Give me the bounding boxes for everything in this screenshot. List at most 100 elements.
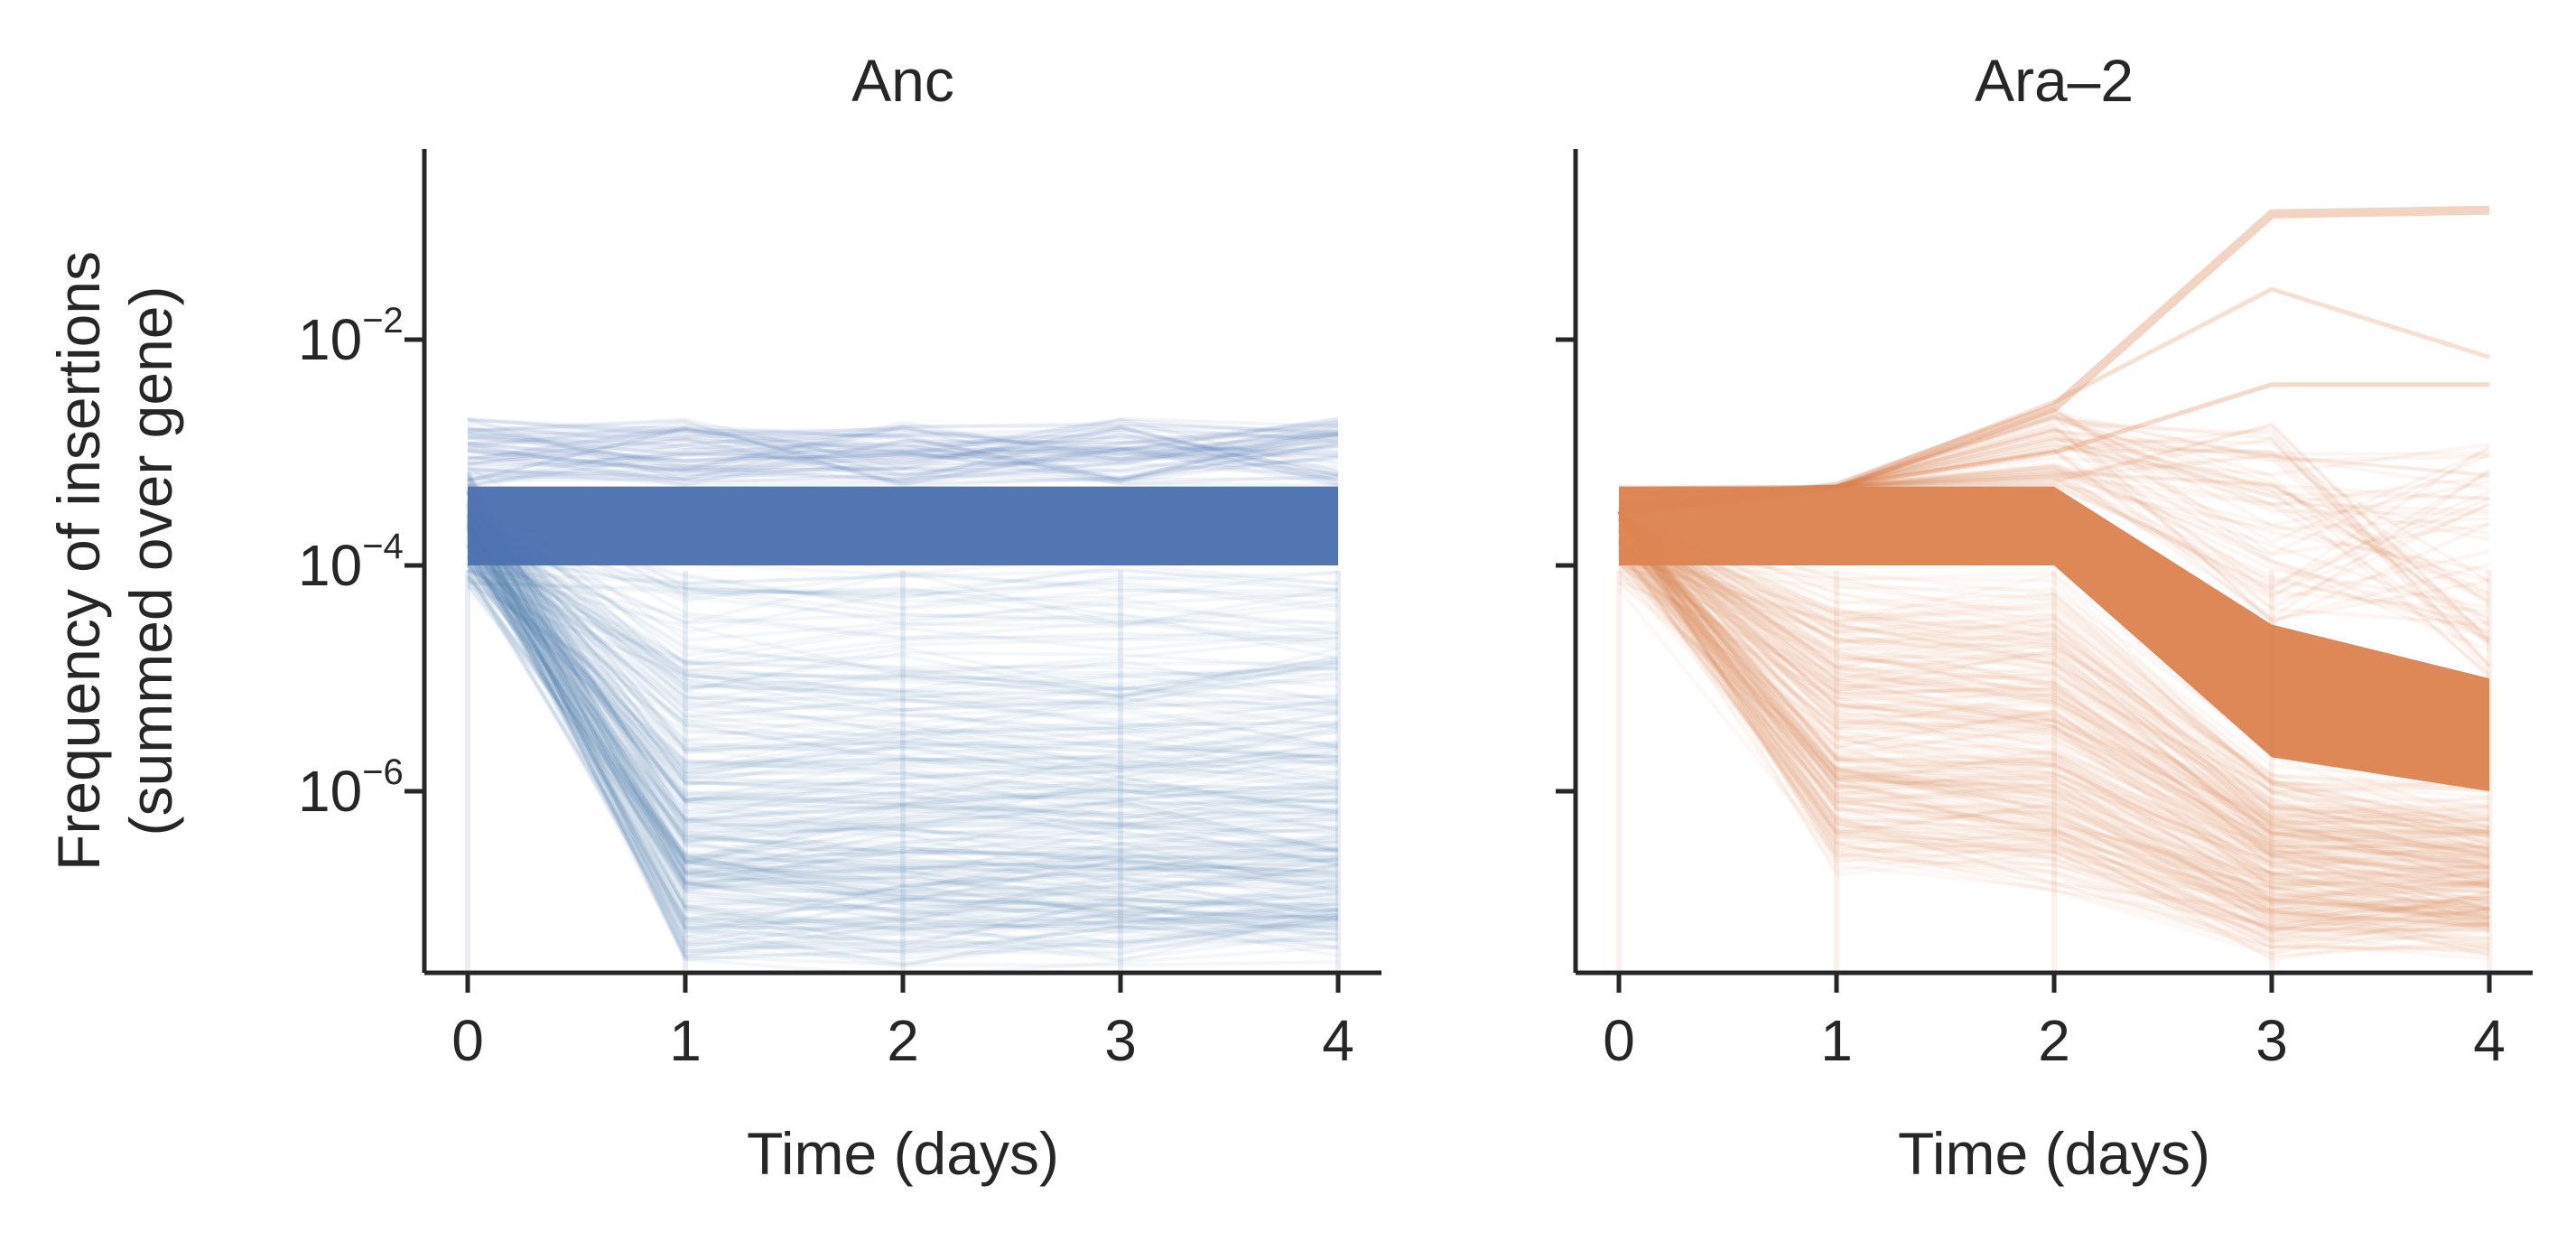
trajectory-line xyxy=(466,545,1339,767)
trajectory-line xyxy=(466,528,1339,914)
trajectory-line xyxy=(1617,548,2490,921)
trajectory-line xyxy=(1617,510,2490,928)
trajectory-line xyxy=(1617,553,2490,941)
trajectory-line xyxy=(1617,518,2490,904)
trajectory-line xyxy=(467,527,1339,647)
trajectory-line xyxy=(1617,509,2490,847)
trajectory-line xyxy=(467,419,1339,482)
trajectory-line xyxy=(466,509,1339,697)
trajectory-line xyxy=(1617,510,2490,894)
trajectory-line xyxy=(466,474,1339,954)
trajectory-line xyxy=(1617,510,2490,926)
trajectory-line xyxy=(1617,510,2490,874)
trajectory-line xyxy=(1617,510,2490,933)
trajectory-line xyxy=(466,501,1339,660)
trajectory-line xyxy=(466,513,1339,893)
trajectory-line xyxy=(466,546,1339,935)
trajectory-line xyxy=(466,509,1339,770)
trajectory-line xyxy=(466,478,1339,957)
trajectory-line xyxy=(1618,545,2490,850)
trajectory-line xyxy=(466,492,1339,807)
trajectory-line xyxy=(1617,510,2490,924)
trajectory-line xyxy=(1617,509,2490,826)
trajectory-line xyxy=(1617,510,2490,901)
trajectory-line xyxy=(1617,509,2490,875)
trajectory-line xyxy=(466,542,1339,673)
trajectory-line xyxy=(1617,509,2490,851)
trajectory-lines xyxy=(1616,205,2492,973)
trajectory-line xyxy=(1617,509,2490,847)
trajectory-line xyxy=(1617,534,2490,924)
trajectory-line xyxy=(466,518,1339,961)
trajectory-line xyxy=(1617,524,2490,945)
trajectory-line xyxy=(1617,510,2490,886)
trajectory-line xyxy=(1617,530,2490,928)
trajectory-line xyxy=(1617,542,2490,923)
trajectory-line xyxy=(467,422,1339,471)
trajectory-line xyxy=(1617,510,2490,917)
trajectory-line xyxy=(1617,511,2490,830)
trajectory-line xyxy=(466,521,1339,694)
trajectory-line xyxy=(466,548,1339,796)
dense-trajectory-band xyxy=(468,486,1338,565)
trajectory-line xyxy=(466,578,1339,772)
trajectory-line xyxy=(1617,518,2490,946)
trajectory-line xyxy=(1617,530,2490,886)
trajectory-line xyxy=(467,443,1339,488)
trajectory-line xyxy=(467,548,1339,629)
trajectory-line xyxy=(1618,543,2490,827)
trajectory-line xyxy=(466,517,1339,910)
trajectory-line xyxy=(467,423,1339,473)
trajectory-line xyxy=(1618,554,2490,796)
trajectory-line xyxy=(466,518,1339,832)
trajectory-line xyxy=(1617,587,2490,942)
trajectory-line xyxy=(1618,511,2490,818)
trajectory-line xyxy=(467,562,1339,650)
trajectory-line xyxy=(467,434,1339,474)
trajectory-line xyxy=(466,539,1339,887)
trajectory-line xyxy=(1617,510,2490,922)
trajectory-line xyxy=(1618,522,2490,788)
trajectory-line xyxy=(1617,515,2490,894)
trajectory-line xyxy=(1617,518,2490,895)
trajectory-line xyxy=(467,420,1339,474)
trajectory-line xyxy=(1617,510,2490,932)
trajectory-line xyxy=(466,531,1339,749)
x-tick-label: 0 xyxy=(451,1008,484,1073)
trajectory-line xyxy=(466,483,1339,777)
trajectory-line xyxy=(1617,568,2490,906)
trajectory-line xyxy=(1618,509,2490,836)
trajectory-line xyxy=(467,567,1339,735)
trajectory-line xyxy=(466,550,1339,905)
trajectory-line xyxy=(466,536,1339,806)
trajectory-line xyxy=(1618,518,2490,857)
trajectory-line xyxy=(466,524,1339,818)
trajectory-line xyxy=(466,544,1339,916)
trajectory-line xyxy=(1618,515,2490,810)
trajectory-line xyxy=(1617,529,2490,938)
trajectory-line xyxy=(466,514,1339,938)
trajectory-line xyxy=(1617,509,2490,890)
trajectory-line xyxy=(466,544,1339,932)
trajectory-line xyxy=(466,490,1339,723)
panel-anc: 0 1 2 3 4 10−6 10−4 10−2 Anc Time (days) Frequency… xyxy=(45,47,1381,1187)
trajectory-line xyxy=(466,522,1339,928)
trajectory-line xyxy=(1617,510,2490,918)
trajectory-line xyxy=(1618,509,2490,830)
trajectory-line xyxy=(467,420,1339,487)
trajectory-line xyxy=(466,557,1339,878)
trajectory-line xyxy=(1618,565,2490,793)
trajectory-line xyxy=(467,425,1339,482)
trajectory-line xyxy=(466,491,1339,772)
trajectory-line xyxy=(1617,558,2490,901)
trajectory-line xyxy=(466,535,1339,691)
trajectory-line xyxy=(466,482,1339,915)
trajectory-line xyxy=(1617,510,2490,941)
trajectory-line xyxy=(466,492,1339,845)
trajectory-line xyxy=(466,566,1339,768)
trajectory-line xyxy=(466,479,1339,890)
trajectory-line xyxy=(466,527,1339,806)
trajectory-line xyxy=(466,538,1339,895)
trajectory-line xyxy=(466,555,1339,946)
